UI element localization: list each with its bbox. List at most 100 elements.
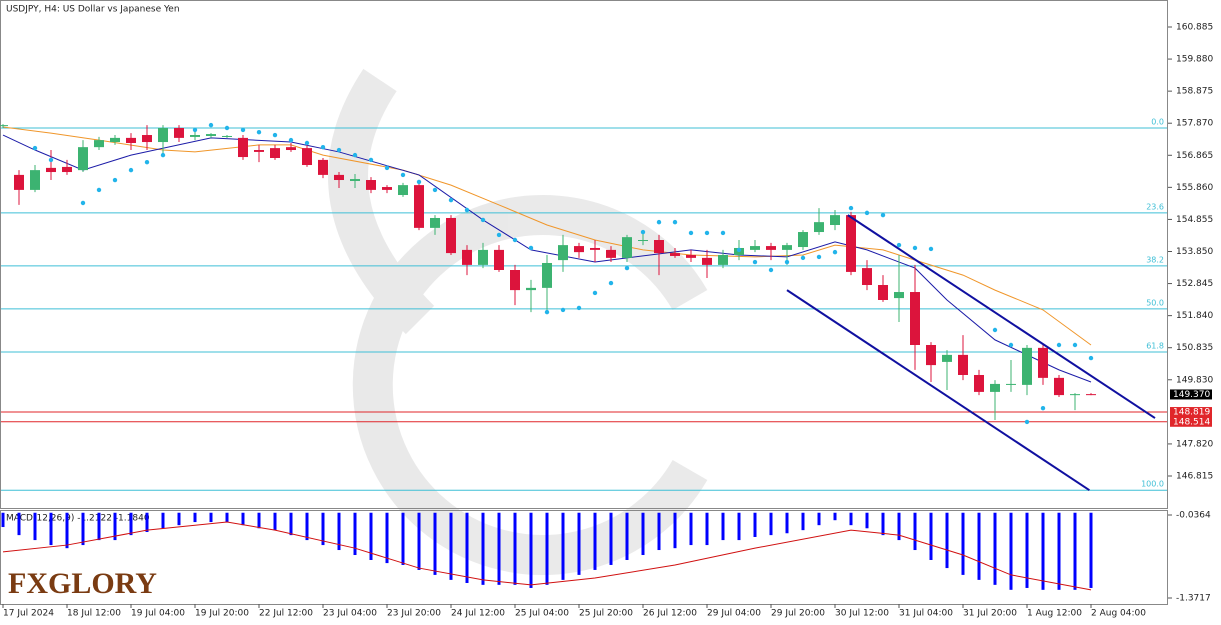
x-tick-label: 22 Jul 12:00 [259, 609, 313, 619]
macd-bar [33, 512, 37, 541]
sar-dot [1008, 342, 1014, 348]
macd-bar [625, 512, 629, 560]
macd-bar [737, 512, 741, 541]
macd-bar [449, 512, 453, 580]
sar-dot [304, 140, 310, 146]
sar-dot [816, 254, 822, 260]
macd-bar [305, 512, 309, 541]
candle-body [94, 140, 104, 148]
macd-bar [65, 512, 69, 549]
macd-bar [769, 512, 773, 536]
macd-bar [689, 512, 693, 546]
macd-bar [897, 512, 901, 541]
x-tick-label: 19 Jul 20:00 [195, 609, 249, 619]
candle-body [1038, 347, 1048, 378]
sar-dot [192, 127, 198, 133]
y-tick-label: 147.820 [1176, 439, 1213, 449]
sar-dot [1072, 342, 1078, 348]
y-tick-label: 158.875 [1176, 87, 1213, 97]
macd-bar [865, 512, 869, 529]
candle-body [462, 249, 472, 265]
sar-dot [32, 145, 38, 151]
candle-body [846, 215, 856, 272]
sar-dot [544, 309, 550, 315]
sar-dot [704, 230, 710, 236]
x-tick-label: 31 Jul 04:00 [899, 609, 953, 619]
sar-dot [320, 144, 326, 150]
candle-body [0, 125, 8, 127]
candle-body [926, 344, 936, 366]
macd-bar [993, 512, 997, 585]
level-tag [1170, 416, 1212, 427]
macd-bar [177, 512, 181, 526]
main-frame [0, 0, 1168, 509]
sar-dot [480, 217, 486, 223]
y-tick-label: 155.860 [1176, 183, 1213, 193]
logo: FXGLORY [8, 567, 157, 600]
candle-body [222, 135, 232, 137]
candle-body [606, 249, 616, 258]
candle-body [318, 159, 328, 175]
candle-body [878, 285, 888, 301]
sar-dot [864, 210, 870, 216]
y-tick-label: 156.865 [1176, 151, 1213, 161]
y-tick-label: 154.855 [1176, 215, 1213, 225]
sar-dot [688, 230, 694, 236]
macd-bar [705, 512, 709, 546]
candle-body [686, 255, 696, 258]
sar-dot [768, 267, 774, 273]
macd-bar [161, 512, 165, 529]
x-tick-label: 17 Jul 2024 [3, 609, 54, 619]
candle-body [958, 354, 968, 375]
sar-dot [48, 157, 54, 163]
y-tick-label: 159.880 [1176, 55, 1213, 65]
sar-dot [272, 132, 278, 138]
sar-dot [736, 247, 742, 253]
macd-bar [673, 512, 677, 549]
macd-bar [321, 512, 325, 546]
candle-body [46, 167, 56, 173]
sar-dot [240, 127, 246, 133]
sar-dot [224, 125, 230, 131]
macd-bar [257, 512, 261, 529]
candle-body [510, 270, 520, 291]
sar-dot [512, 237, 518, 243]
sar-dot [112, 177, 118, 183]
candle-body [1006, 383, 1016, 385]
x-tick-label: 1 Aug 12:00 [1027, 609, 1082, 619]
price-tag [1170, 389, 1212, 400]
macd-bar [129, 512, 133, 536]
macd-bar [289, 512, 293, 536]
sar-dot [896, 242, 902, 248]
candle-body [1070, 394, 1080, 396]
macd-frame [0, 510, 1168, 605]
macd-bar [225, 512, 229, 523]
sar-dot [496, 232, 502, 238]
macd-bar [609, 512, 613, 565]
macd-bar [785, 512, 789, 534]
macd-bar [49, 512, 53, 546]
macd-bar [417, 512, 421, 570]
chart-title: USDJPY, H4: US Dollar vs Japanese Yen [6, 5, 180, 15]
macd-bar [353, 512, 357, 556]
candle-body [238, 137, 248, 158]
channel-line [786, 289, 1090, 492]
sar-dot [1056, 342, 1062, 348]
macd-bar [385, 512, 389, 564]
ma-slow [2, 126, 1092, 346]
fib-label: 38.2 [1146, 255, 1164, 264]
candle-body [814, 222, 824, 233]
y-tick-label: 152.845 [1176, 279, 1213, 289]
sar-dot [784, 259, 790, 265]
candle-body [718, 255, 728, 265]
level-tag [1170, 407, 1212, 418]
macd-bar [593, 512, 597, 570]
candle-body [654, 240, 664, 254]
level-label: 148.514 [1173, 417, 1210, 427]
y-tick-label: 149.830 [1176, 375, 1213, 385]
x-tick-label: 31 Jul 20:00 [963, 609, 1017, 619]
macd-bar [977, 512, 981, 580]
sar-dot [624, 265, 630, 271]
candle-body [446, 217, 456, 254]
sar-dot [160, 152, 166, 158]
